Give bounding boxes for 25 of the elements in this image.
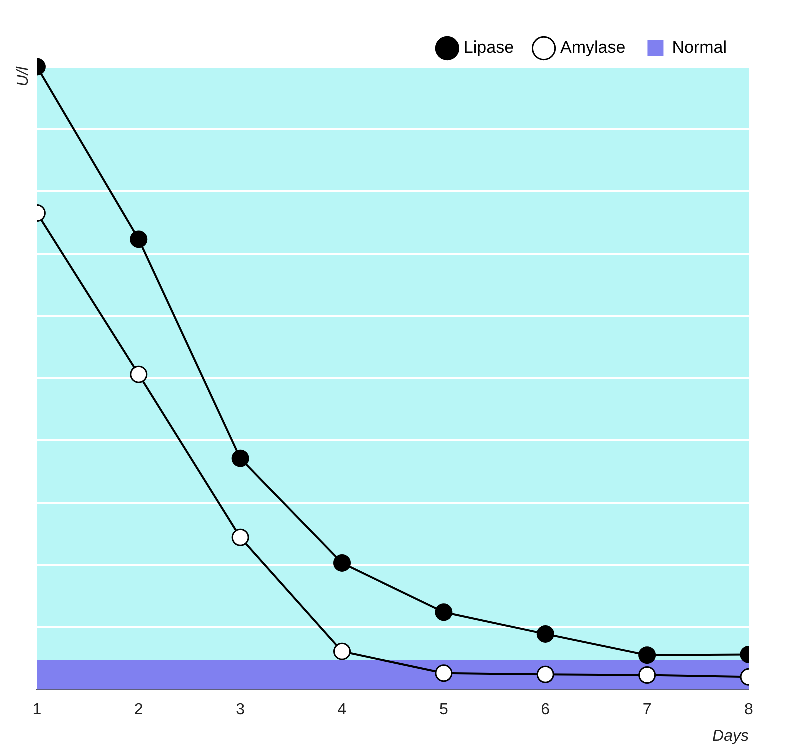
point: [536, 625, 554, 643]
x-tick-label: 4: [338, 702, 347, 719]
x-tick-label: 6: [541, 702, 550, 719]
point: [536, 666, 554, 684]
point: [638, 646, 656, 664]
point: [638, 666, 656, 684]
legend-label: Normal: [672, 38, 728, 58]
point: [232, 450, 250, 468]
point: [435, 664, 453, 682]
x-tick-label: 3: [236, 702, 246, 719]
point: [130, 366, 148, 384]
legend-label: Lipase: [464, 38, 514, 58]
legend-label: Amylase: [560, 38, 626, 58]
x-tick-label: 2: [134, 702, 144, 719]
point: [334, 642, 352, 660]
x-tick-label: 1: [32, 702, 42, 719]
x-tick-label: 5: [439, 702, 448, 719]
point: [130, 230, 148, 248]
x-tick-label: 7: [642, 702, 652, 719]
point: [232, 528, 250, 546]
point: [334, 554, 352, 572]
point: [435, 604, 453, 622]
x-tick-label: 8: [744, 702, 754, 719]
y-axis-title: U/l: [15, 66, 32, 87]
x-axis-title: Days: [712, 728, 749, 745]
